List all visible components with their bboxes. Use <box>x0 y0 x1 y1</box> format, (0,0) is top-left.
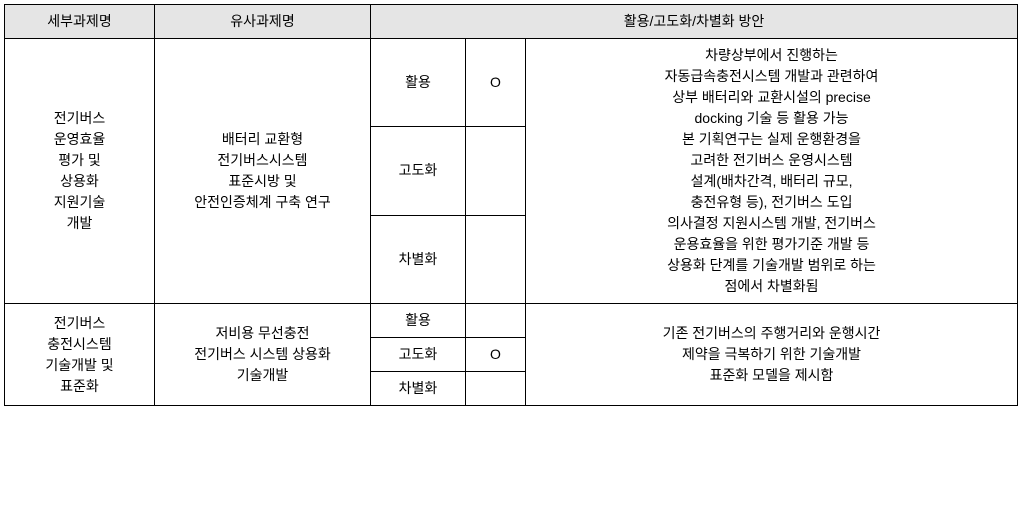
header-row: 세부과제명 유사과제명 활용/고도화/차별화 방안 <box>5 5 1018 39</box>
cell-mark: O <box>466 338 526 372</box>
cell-similar: 저비용 무선충전전기버스 시스템 상용화기술개발 <box>155 304 371 406</box>
cell-mark <box>466 215 526 303</box>
cell-plan: 기존 전기버스의 주행거리와 운행시간제약을 극복하기 위한 기술개발표준화 모… <box>526 304 1018 406</box>
cell-category: 활용 <box>371 304 466 338</box>
cell-mark <box>466 127 526 215</box>
cell-category: 고도화 <box>371 338 466 372</box>
cell-mark: O <box>466 39 526 127</box>
cell-category: 활용 <box>371 39 466 127</box>
header-plan: 활용/고도화/차별화 방안 <box>371 5 1018 39</box>
cell-plan: 차량상부에서 진행하는자동급속충전시스템 개발과 관련하여상부 배터리와 교환시… <box>526 39 1018 304</box>
cell-category: 고도화 <box>371 127 466 215</box>
table-row: 전기버스충전시스템기술개발 및표준화 저비용 무선충전전기버스 시스템 상용화기… <box>5 304 1018 338</box>
comparison-table: 세부과제명 유사과제명 활용/고도화/차별화 방안 전기버스운영효율평가 및상용… <box>4 4 1018 406</box>
cell-mark <box>466 304 526 338</box>
header-similar: 유사과제명 <box>155 5 371 39</box>
cell-mark <box>466 372 526 406</box>
header-detail: 세부과제명 <box>5 5 155 39</box>
cell-category: 차별화 <box>371 215 466 303</box>
table-row: 전기버스운영효율평가 및상용화지원기술개발 배터리 교환형전기버스시스템표준시방… <box>5 39 1018 127</box>
cell-detail: 전기버스운영효율평가 및상용화지원기술개발 <box>5 39 155 304</box>
cell-detail: 전기버스충전시스템기술개발 및표준화 <box>5 304 155 406</box>
cell-similar: 배터리 교환형전기버스시스템표준시방 및안전인증체계 구축 연구 <box>155 39 371 304</box>
cell-category: 차별화 <box>371 372 466 406</box>
